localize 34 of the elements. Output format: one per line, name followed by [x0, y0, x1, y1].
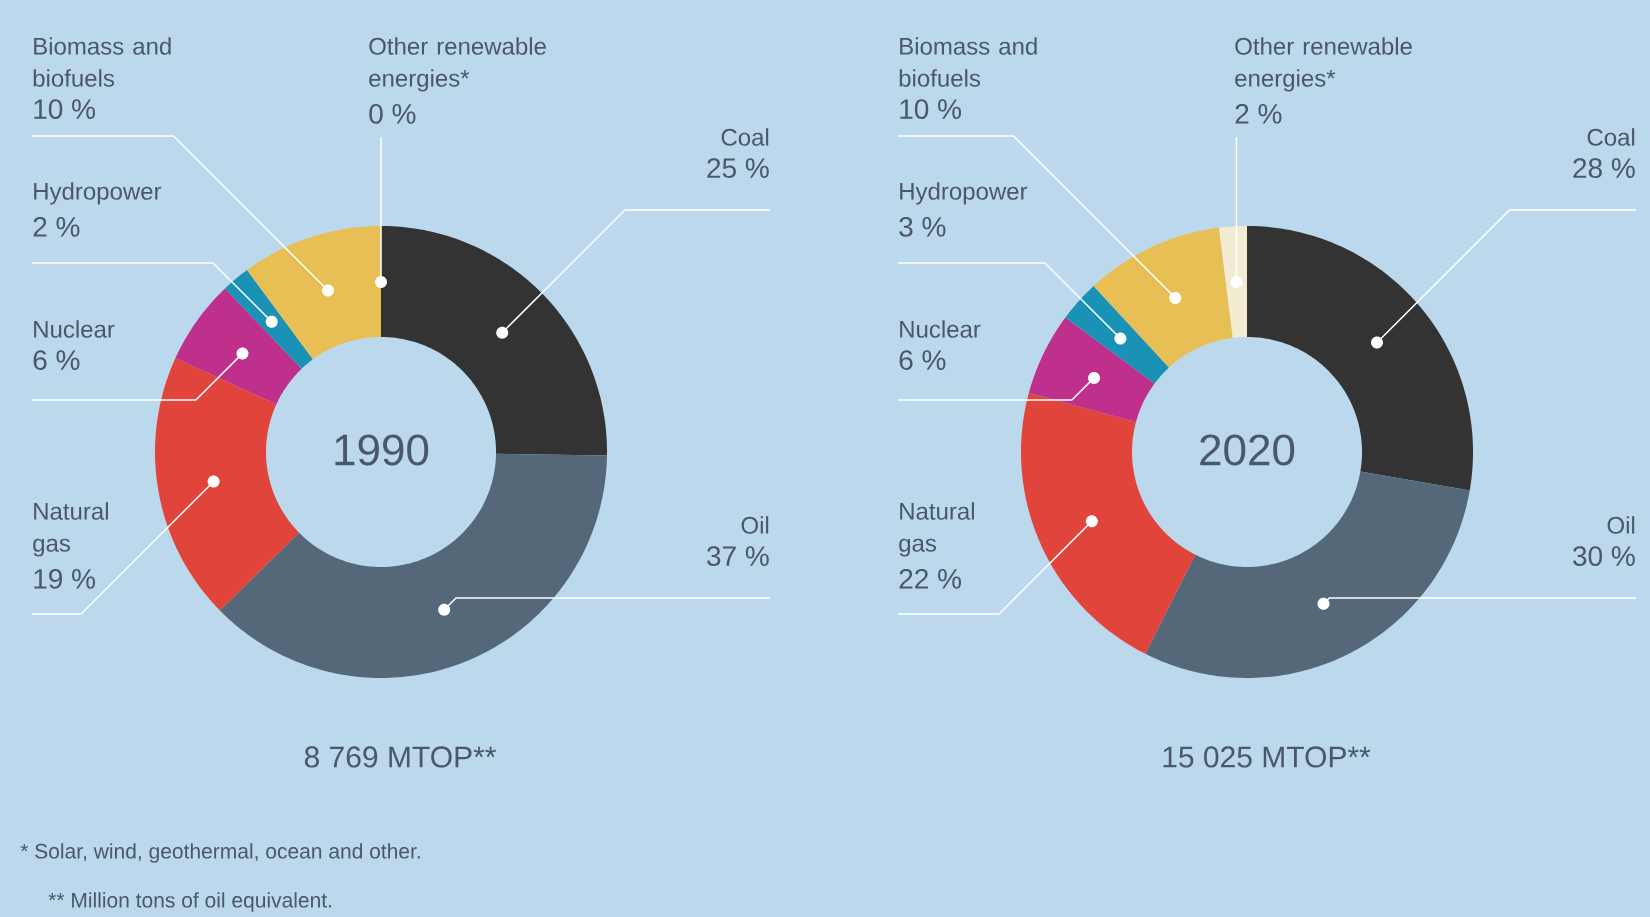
data-label: 10 %: [900, 99, 961, 120]
text: 15 025 MTOP**: [1163, 746, 1371, 768]
slice-label: Hydropower: [900, 182, 1028, 205]
text: 2020: [1200, 434, 1295, 466]
slice-label: Natural gas: [33, 502, 108, 557]
slice-label: Oil: [741, 516, 769, 534]
slice-label: Biomass and biofuels: [899, 37, 1037, 87]
slice-label: Other renewable energies*: [1235, 37, 1412, 92]
slice-label: Biomass and biofuels: [33, 37, 171, 87]
data-label: 6 %: [33, 350, 80, 371]
slice-label: Nuclear: [900, 320, 981, 338]
category-label: Other renewable energies*: [369, 37, 546, 92]
data-label: 3 %: [899, 216, 946, 237]
data-label: 25 %: [707, 158, 769, 179]
data-label: 10 %: [34, 99, 95, 120]
slice-label: Natural gas: [899, 502, 974, 557]
text: * Solar, wind, geothermal, ocean and other.: [20, 843, 420, 863]
data-label: 2 %: [1235, 103, 1282, 124]
text: 1990: [335, 434, 429, 466]
data-label: 2 %: [33, 216, 80, 237]
data-label: 30 %: [1573, 546, 1635, 567]
text: 0 %: [369, 103, 416, 124]
data-label: 37 %: [707, 546, 769, 567]
text: ** Million tons of oil equivalent.: [48, 892, 332, 912]
slice-label: Oil: [1607, 516, 1635, 534]
slice-label: Nuclear: [34, 320, 115, 338]
slice-label: Coal: [1587, 128, 1635, 146]
slice-label: Hydropower: [34, 182, 162, 205]
data-label: 19 %: [34, 568, 95, 589]
slice-label: Coal: [721, 128, 769, 146]
data-label: 28 %: [1573, 158, 1635, 179]
data-label: 22 %: [899, 568, 961, 589]
text: 8 769 MTOP**: [304, 746, 496, 768]
data-label: 6 %: [899, 350, 946, 371]
